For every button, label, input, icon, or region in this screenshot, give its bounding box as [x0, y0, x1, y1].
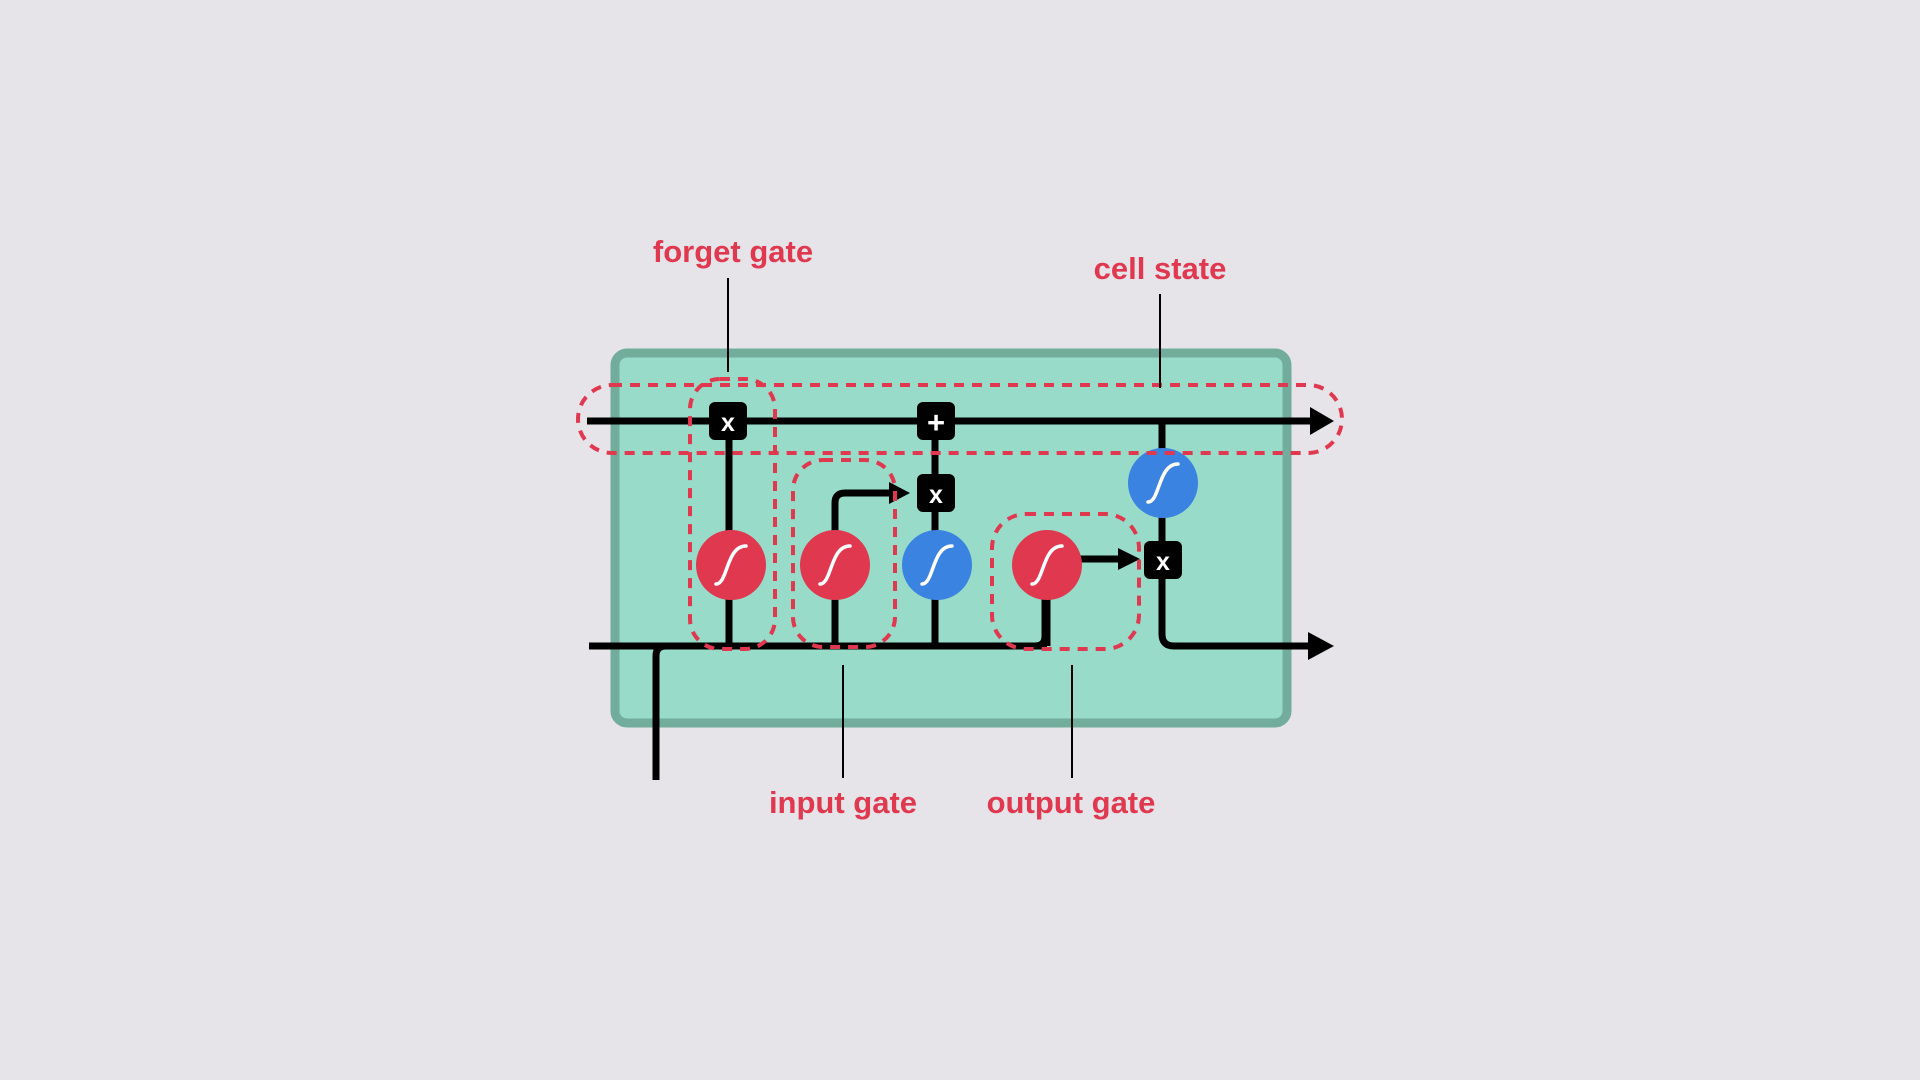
input-gate-wire — [831, 489, 892, 646]
input-line-vertical — [652, 642, 667, 780]
forget-multiply-op: x — [709, 402, 747, 440]
input-multiply-op: x — [917, 474, 955, 512]
output-multiply-op: x — [1144, 541, 1182, 579]
forget-gate-highlight — [688, 377, 777, 651]
input-gate-label: input gate — [769, 785, 917, 820]
cell-state-highlight — [576, 383, 1344, 455]
output-gate-highlight — [990, 512, 1141, 651]
output-gate-sigmoid — [1012, 530, 1082, 600]
candidate-tanh — [902, 530, 972, 600]
output-gate-label: output gate — [987, 785, 1156, 820]
forget-multiply-symbol: x — [721, 409, 735, 437]
forget-gate-sigmoid — [696, 530, 766, 600]
hidden-output-arrowhead — [1308, 632, 1334, 660]
cell-state-label: cell state — [1094, 251, 1227, 286]
cell-output-tanh — [1128, 448, 1198, 518]
output-gate-join — [1005, 575, 1049, 650]
hidden-output-wire — [1158, 560, 1312, 650]
cell-add-op: + — [917, 402, 955, 440]
input-gate-highlight — [791, 458, 897, 649]
output-to-multiply-arrowhead — [1118, 548, 1140, 570]
output-multiply-symbol: x — [1156, 548, 1170, 576]
cell-state-arrowhead — [1310, 407, 1334, 435]
input-gate-sigmoid — [800, 530, 870, 600]
forget-gate-label: forget gate — [653, 234, 813, 269]
input-multiply-symbol: x — [929, 481, 943, 509]
cell-add-symbol: + — [927, 405, 945, 440]
